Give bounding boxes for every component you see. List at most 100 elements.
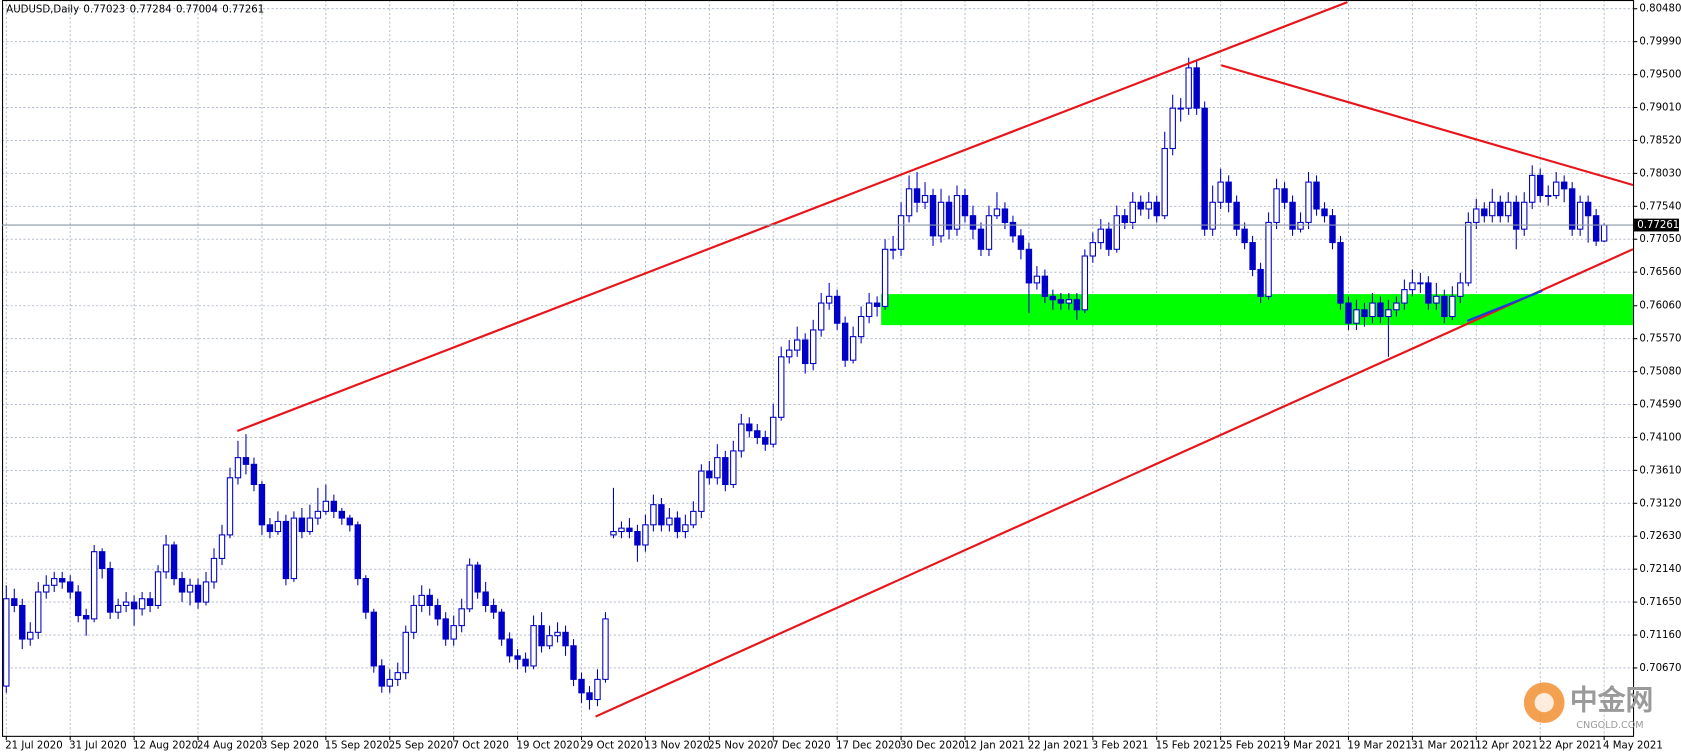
- candle-body: [354, 524, 362, 580]
- candle-body: [881, 248, 889, 307]
- chart-header: AUDUSD,Daily 0.77023 0.77284 0.77004 0.77261: [6, 5, 264, 16]
- upper-channel-line: [236, 1, 1348, 433]
- candles: [3, 57, 1608, 710]
- candle-body: [873, 302, 881, 307]
- y-tick-label: 0.77540: [1639, 201, 1681, 212]
- candle-body: [290, 517, 298, 580]
- x-tick-label: 7 Dec 2020: [772, 740, 830, 751]
- x-tick-label: 25 Nov 2020: [708, 740, 773, 751]
- candle-body: [530, 625, 537, 667]
- support-zone: [881, 294, 1634, 326]
- candle-body: [362, 578, 370, 613]
- candle-body: [1297, 221, 1304, 230]
- x-tick-label: 30 Dec 2020: [900, 740, 965, 751]
- candle-body: [1481, 208, 1488, 217]
- candle-body: [961, 195, 969, 217]
- candle-body: [969, 215, 977, 230]
- candle-body: [242, 457, 250, 465]
- candle-body: [202, 581, 210, 603]
- candle-body: [1169, 107, 1176, 150]
- candle-body: [1225, 181, 1232, 203]
- header-low: 0.77004: [176, 5, 218, 16]
- y-tick-label: 0.74590: [1639, 400, 1681, 411]
- candle-body: [178, 578, 186, 593]
- candle-body: [1361, 309, 1368, 318]
- candle-body: [1449, 295, 1456, 318]
- x-tick-label: 21 Jul 2020: [5, 740, 62, 751]
- candle-body: [1521, 201, 1528, 230]
- candle-body: [937, 201, 945, 237]
- candle-body: [114, 604, 122, 613]
- candle-body: [786, 349, 793, 358]
- candle-body: [1592, 215, 1600, 242]
- candle-body: [514, 655, 521, 660]
- lower-channel-line: [595, 248, 1634, 718]
- candle-body: [43, 584, 50, 593]
- watermark-site: CNGOLD.COM: [1576, 720, 1643, 731]
- candle-body: [706, 470, 713, 479]
- x-tick-label: 17 Dec 2020: [836, 740, 901, 751]
- x-tick-label: 22 Apr 2021: [1539, 740, 1602, 751]
- candle-body: [722, 457, 729, 486]
- header-high: 0.77284: [130, 5, 172, 16]
- candle-body: [897, 215, 905, 250]
- candle-body: [1281, 188, 1288, 203]
- candle-body: [450, 625, 457, 640]
- candle-body: [298, 517, 306, 533]
- candle-body: [626, 527, 633, 533]
- candle-body: [1201, 107, 1208, 230]
- y-tick-label: 0.76560: [1639, 267, 1681, 278]
- candle-body: [234, 457, 242, 479]
- y-tick-label: 0.72630: [1639, 531, 1681, 542]
- candle-body: [370, 611, 377, 667]
- y-tick-label: 0.80480: [1639, 4, 1681, 15]
- header-close: 0.77261: [222, 5, 264, 16]
- candle-body: [578, 678, 585, 694]
- candle-body: [1513, 201, 1520, 230]
- candle-body: [1576, 201, 1584, 230]
- candle-body: [90, 551, 98, 620]
- blue-trendline: [1466, 289, 1543, 322]
- candle-body: [1177, 107, 1184, 110]
- candle-body: [1321, 208, 1328, 217]
- candle-body: [1353, 309, 1360, 324]
- candle-body: [1097, 228, 1105, 244]
- candle-body: [1153, 201, 1160, 217]
- candle-body: [977, 228, 985, 250]
- candle-body: [889, 248, 897, 251]
- candle-body: [825, 295, 833, 304]
- candle-body: [1409, 282, 1416, 291]
- candle-body: [921, 195, 929, 203]
- candle-body: [945, 201, 953, 230]
- candle-body: [682, 524, 689, 533]
- y-tick-label: 0.74100: [1639, 432, 1681, 443]
- candle-body: [346, 517, 354, 526]
- candle-body: [1337, 242, 1344, 304]
- candle-body: [746, 423, 753, 432]
- candle-body: [905, 188, 913, 217]
- x-tick-label: 24 Aug 2020: [197, 740, 262, 751]
- x-tick-label: 25 Feb 2021: [1220, 740, 1283, 751]
- candle-body: [1209, 201, 1216, 230]
- candle-body: [1313, 181, 1320, 210]
- descending-trendline: [1220, 64, 1634, 187]
- candle-body: [1185, 67, 1192, 109]
- price-label: 0.77261: [1637, 220, 1679, 231]
- candle-body: [1081, 255, 1089, 311]
- header-open: 0.77023: [83, 5, 125, 16]
- candle-body: [11, 598, 18, 606]
- candle-body: [1505, 201, 1512, 217]
- candle-body: [59, 578, 66, 583]
- candle-body: [1489, 201, 1496, 217]
- candle-body: [1233, 201, 1240, 230]
- candle-body: [258, 483, 266, 526]
- candle-body: [666, 517, 673, 526]
- candle-body: [538, 625, 545, 647]
- candle-body: [634, 531, 641, 546]
- x-tick-label: 7 Oct 2020: [453, 740, 509, 751]
- candle-body: [1017, 235, 1025, 250]
- candle-body: [522, 658, 529, 667]
- x-tick-label: 4 May 2021: [1603, 740, 1663, 751]
- candle-body: [266, 524, 274, 533]
